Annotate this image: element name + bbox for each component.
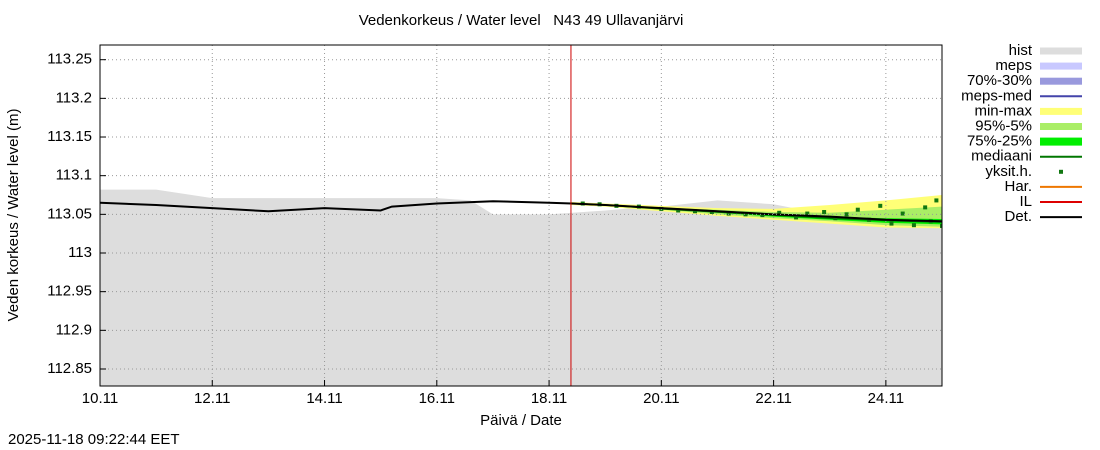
x-axis-label: Päivä / Date bbox=[480, 412, 562, 429]
point bbox=[878, 203, 883, 208]
legend-label: yksit.h. bbox=[985, 163, 1032, 180]
point bbox=[855, 207, 860, 212]
point bbox=[693, 209, 698, 214]
point bbox=[794, 215, 799, 220]
x-tick-label: 24.11 bbox=[868, 390, 904, 407]
legend-swatch bbox=[1040, 107, 1082, 115]
point bbox=[934, 198, 939, 203]
point bbox=[822, 210, 827, 215]
point bbox=[900, 211, 905, 216]
legend-swatch bbox=[1040, 123, 1082, 130]
point bbox=[889, 221, 894, 226]
legend-swatch bbox=[1040, 62, 1082, 70]
legend-label: hist bbox=[1009, 42, 1033, 59]
point bbox=[911, 223, 916, 228]
point bbox=[676, 208, 681, 213]
legend-label: 95%-5% bbox=[975, 117, 1032, 134]
y-tick-label: 113.15 bbox=[47, 128, 92, 145]
y-tick-label: 112.95 bbox=[47, 283, 92, 300]
point bbox=[777, 210, 782, 215]
y-tick-label: 113.05 bbox=[47, 205, 92, 222]
legend-label: min-max bbox=[974, 102, 1032, 119]
footer-timestamp: 2025-11-18 09:22:44 EET bbox=[8, 431, 180, 448]
point bbox=[923, 205, 928, 210]
x-tick-label: 10.11 bbox=[82, 390, 118, 407]
hist-area bbox=[100, 189, 942, 386]
legend-label: 70%-30% bbox=[967, 72, 1032, 89]
point bbox=[760, 213, 765, 218]
x-tick-label: 12.11 bbox=[194, 390, 230, 407]
x-tick-label: 18.11 bbox=[531, 390, 567, 407]
line bbox=[100, 200, 942, 223]
point bbox=[940, 223, 942, 228]
x-tick-label: 16.11 bbox=[419, 390, 455, 407]
legend-label: Det. bbox=[1004, 208, 1032, 225]
legend-label: meps bbox=[995, 57, 1032, 74]
y-tick-label: 113.2 bbox=[56, 89, 92, 106]
point bbox=[844, 212, 849, 217]
y-tick-label: 112.9 bbox=[56, 321, 92, 338]
point bbox=[805, 211, 810, 216]
axes: 112.85 112.9 112.95 113 113.05 113.1 113.15 113… bbox=[47, 42, 1082, 407]
legend-swatch bbox=[1040, 137, 1082, 146]
point bbox=[709, 210, 714, 215]
legend-label: mediaani bbox=[971, 148, 1032, 165]
point bbox=[726, 211, 731, 216]
point bbox=[743, 212, 748, 217]
legend-swatch bbox=[1059, 169, 1063, 174]
chart-title: Vedenkorkeus / Water level N43 49 Ullava… bbox=[359, 12, 684, 29]
y-tick-label: 112.85 bbox=[47, 360, 92, 377]
legend-label: 75%-25% bbox=[967, 133, 1032, 150]
legend-label: Har. bbox=[1004, 178, 1032, 195]
x-tick-label: 14.11 bbox=[306, 390, 342, 407]
legend-swatch bbox=[1040, 77, 1082, 85]
legend-swatch bbox=[1040, 47, 1082, 55]
plot-frame bbox=[99, 44, 943, 387]
legend-label: IL bbox=[1019, 193, 1032, 210]
legend-label: meps-med bbox=[961, 87, 1032, 104]
x-tick-label: 20.11 bbox=[643, 390, 679, 407]
y-tick-label: 113.1 bbox=[56, 167, 92, 184]
plot-area bbox=[100, 189, 942, 386]
y-tick-label: 113 bbox=[68, 244, 92, 261]
y-axis-label: Veden korkeus / Water level (m) bbox=[5, 109, 22, 322]
y-tick-label: 113.25 bbox=[47, 51, 92, 68]
x-tick-label: 22.11 bbox=[755, 390, 791, 407]
point bbox=[833, 216, 838, 221]
